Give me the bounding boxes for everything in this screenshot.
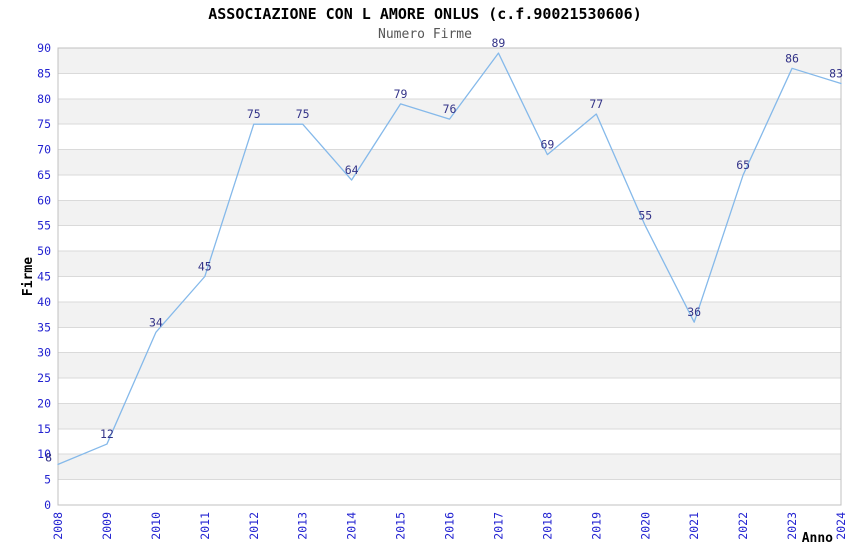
x-tick-label: 2015 [394,512,408,540]
y-tick-label: 50 [37,244,51,258]
y-tick-label: 20 [37,396,51,410]
data-point-label: 69 [540,138,554,152]
x-tick-label: 2021 [687,512,701,540]
data-point-label: 83 [829,67,843,81]
x-tick-label: 2008 [51,512,65,540]
y-axis-label: Firme [21,257,36,296]
band-stripe [58,352,841,379]
data-point-label: 64 [345,163,359,177]
y-tick-label: 90 [37,41,51,55]
y-tick-label: 5 [44,473,51,487]
y-tick-label: 45 [37,270,51,284]
band-stripe [58,200,841,226]
data-point-label: 75 [296,107,310,121]
chart-title: ASSOCIAZIONE CON L AMORE ONLUS (c.f.9002… [208,5,642,23]
data-point-label: 12 [100,427,114,441]
x-tick-label: 2019 [589,512,603,540]
x-tick-label: 2014 [345,512,359,540]
x-tick-label: 2024 [834,512,848,540]
x-tick-label: 2022 [736,512,750,540]
y-tick-label: 80 [37,92,51,106]
y-tick-label: 70 [37,143,51,157]
plot-border [57,47,842,506]
data-point-label: 86 [785,51,799,65]
band-stripe [58,301,841,328]
band-stripe [58,149,841,175]
y-tick-label: 60 [37,193,51,207]
y-tick-label: 55 [37,219,51,233]
x-tick-label: 2018 [540,512,554,540]
data-point-label: 65 [736,158,750,172]
x-axis-label: Anno [802,531,833,546]
data-line [57,52,842,466]
data-point-label: 76 [443,102,457,116]
y-tick-label: 10 [37,447,51,461]
x-tick-label: 2016 [443,512,457,540]
x-tick-label: 2017 [491,512,505,540]
x-tick-label: 2012 [247,512,261,540]
data-point-label: 77 [589,97,603,111]
data-point-label: 79 [394,87,408,101]
x-tick-label: 2010 [149,512,163,540]
data-point-label: 45 [198,260,212,274]
band-stripe [58,403,841,429]
y-tick-label: 0 [44,498,51,512]
x-tick-label: 2011 [198,512,212,540]
data-point-label: 34 [149,315,163,329]
y-tick-label: 35 [37,320,51,334]
x-tick-label: 2020 [638,512,652,540]
data-point-label: 89 [492,36,506,50]
chart-subtitle: Numero Firme [378,27,472,42]
y-tick-label: 40 [37,295,51,309]
x-tick-label: 2009 [100,512,114,540]
x-tick-label: 2023 [785,512,799,540]
data-point-label: 36 [687,305,701,319]
band-stripe [58,454,841,480]
data-point-label: 8 [45,450,52,464]
band-stripe [58,251,841,277]
y-tick-label: 30 [37,346,51,360]
band-stripe [58,98,841,125]
data-point-label: 55 [638,209,652,223]
y-tick-label: 75 [37,117,51,131]
y-tick-label: 15 [37,422,51,436]
y-tick-label: 85 [37,66,51,80]
band-stripe [58,48,841,74]
x-tick-label: 2013 [296,512,310,540]
y-tick-label: 25 [37,371,51,385]
y-tick-label: 65 [37,168,51,182]
data-point-label: 75 [247,107,261,121]
